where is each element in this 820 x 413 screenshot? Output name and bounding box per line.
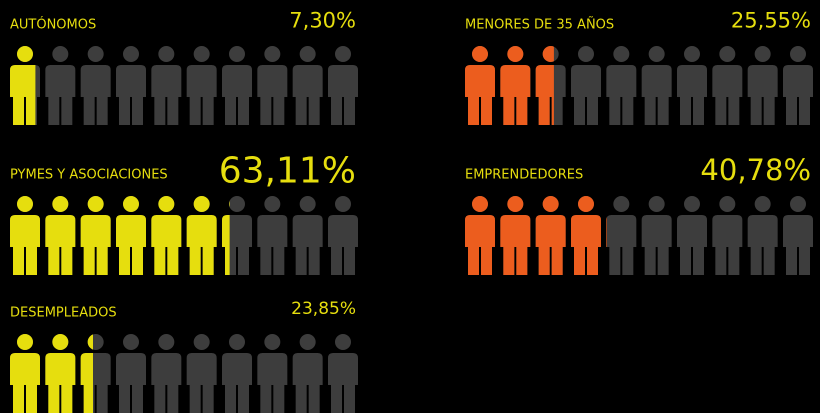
percentage-label: 25,55% xyxy=(731,8,811,32)
percentage-label: 40,78% xyxy=(700,153,811,187)
panel-title: MENORES DE 35 AÑOS xyxy=(465,17,614,33)
percentage-label: 7,30% xyxy=(289,8,356,32)
person-icons xyxy=(10,46,358,125)
panel-title: DESEMPLEADOS xyxy=(10,306,117,321)
filled-icons xyxy=(10,334,93,413)
filled-icons xyxy=(10,46,36,125)
filled-icons xyxy=(10,196,230,275)
panel-title: EMPRENDEDORES xyxy=(465,168,583,183)
percentage-label: 23,85% xyxy=(291,299,356,319)
filled-icons xyxy=(465,196,607,275)
filled-icons xyxy=(465,46,554,125)
percentage-label: 63,11% xyxy=(219,151,356,192)
panel-title: AUTÓNOMOS xyxy=(10,17,96,33)
panel-title: PYMES Y ASOCIACIONES xyxy=(10,168,168,183)
person-icons xyxy=(10,334,358,413)
